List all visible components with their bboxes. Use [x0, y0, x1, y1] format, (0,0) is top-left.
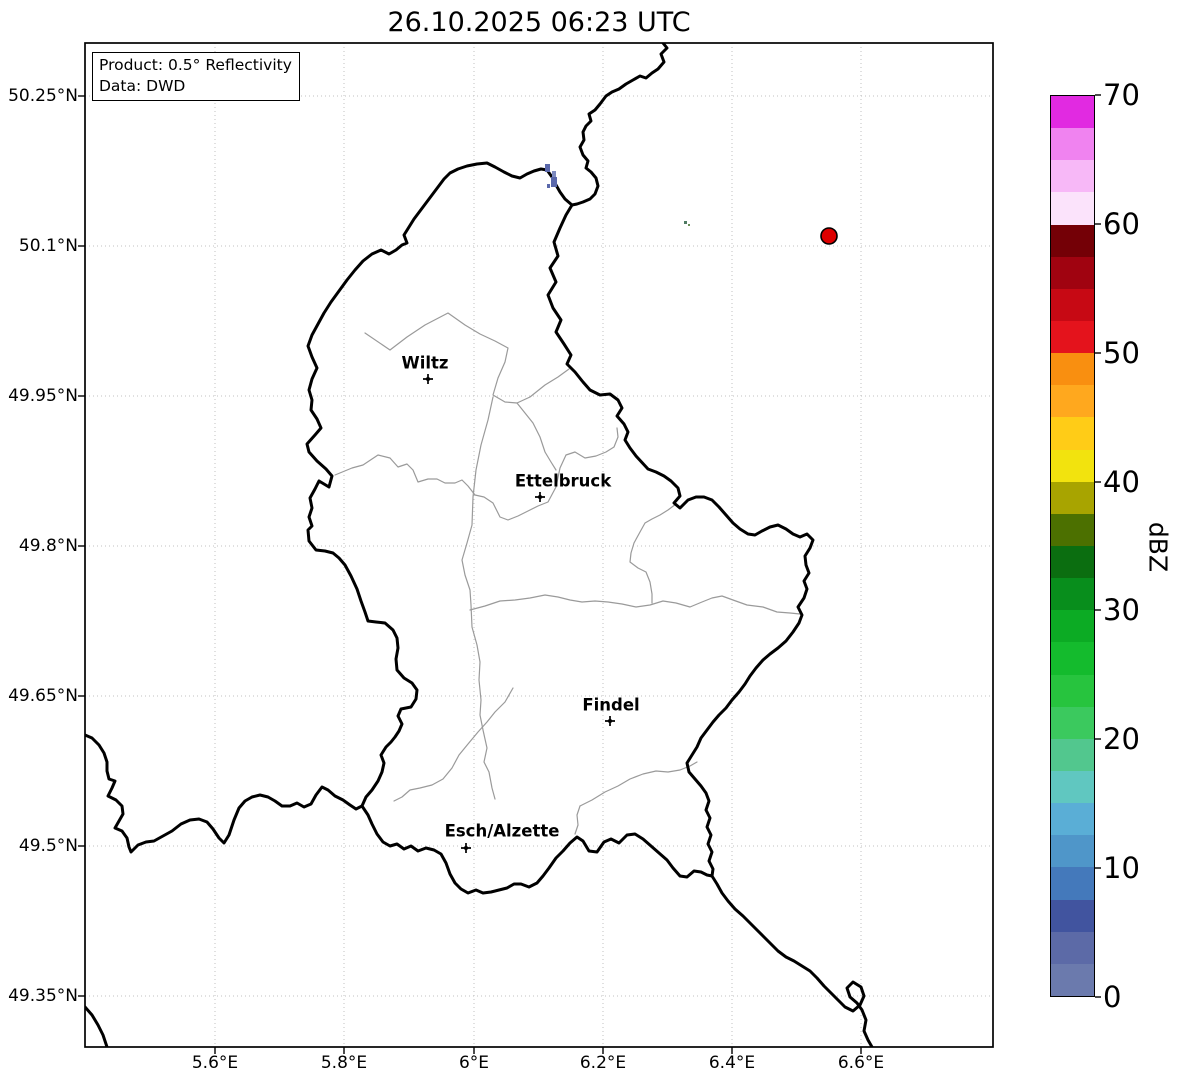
colorbar-tick-label: 0 — [1103, 980, 1122, 1014]
tiny-echo-speck — [684, 221, 690, 226]
page-title: 26.10.2025 06:23 UTC — [387, 7, 691, 38]
colorbar-segment — [1051, 449, 1094, 482]
axis-tick-marks — [78, 95, 862, 1054]
lon-tick-label: 6.4°E — [708, 1053, 756, 1073]
lon-tick-label: 6.6°E — [837, 1053, 885, 1073]
colorbar-segment — [1051, 674, 1094, 707]
colorbar-segment — [1051, 417, 1094, 450]
luxembourg-border — [305, 161, 815, 895]
colorbar-tick-label: 50 — [1103, 336, 1140, 370]
lat-tick-label: 49.65°N — [8, 686, 78, 706]
colorbar-segment — [1051, 320, 1094, 354]
colorbar-segment — [1051, 610, 1094, 643]
red-circle-marker — [820, 227, 838, 245]
lat-tick-label: 50.1°N — [18, 236, 78, 256]
colorbar-segment — [1051, 385, 1094, 418]
colorbar-segment — [1051, 578, 1094, 611]
colorbar-tick-label: 40 — [1103, 465, 1140, 499]
lon-tick-label: 5.8°E — [320, 1053, 368, 1073]
colorbar-tick-label: 70 — [1103, 78, 1140, 112]
colorbar-units-label: dBZ — [1143, 521, 1173, 573]
colorbar-segment — [1051, 706, 1094, 739]
colorbar-segment — [1051, 353, 1094, 386]
reflectivity-colorbar — [1050, 95, 1095, 997]
france-belgium-border — [85, 733, 364, 854]
colorbar-segment — [1051, 803, 1094, 836]
lat-tick-label: 49.5°N — [18, 836, 78, 856]
data-source-line: Data: DWD — [99, 77, 186, 95]
colorbar-segment — [1051, 931, 1094, 964]
product-line: Product: 0.5° Reflectivity — [99, 56, 292, 74]
colorbar-segment — [1051, 513, 1094, 546]
colorbar-segment — [1051, 481, 1094, 514]
country-borders — [85, 43, 874, 1047]
radar-echo-cluster — [545, 164, 557, 188]
lon-tick-label: 6.2°E — [579, 1053, 627, 1073]
colorbar-segment — [1051, 899, 1094, 932]
colorbar-segment — [1051, 288, 1094, 321]
city-markers — [423, 374, 615, 853]
city-marker-esch — [461, 843, 471, 853]
city-label-wiltz: Wiltz — [401, 353, 449, 373]
colorbar-tick-label: 10 — [1103, 851, 1140, 885]
city-marker-findel — [605, 716, 615, 726]
colorbar-segment — [1051, 867, 1094, 900]
product-info-box: Product: 0.5° Reflectivity Data: DWD — [92, 52, 300, 101]
colorbar-tick-label: 60 — [1103, 207, 1140, 241]
district-borders — [334, 312, 801, 835]
colorbar-segment — [1051, 128, 1094, 161]
city-label-esch: Esch/Alzette — [444, 821, 560, 841]
colorbar-segment — [1051, 160, 1094, 193]
colorbar-segment — [1051, 642, 1094, 675]
graticule-gridlines — [85, 43, 993, 1047]
colorbar-tick-label: 30 — [1103, 593, 1140, 627]
colorbar-segment — [1051, 224, 1094, 257]
colorbar-segment — [1051, 545, 1094, 579]
colorbar-segment — [1051, 963, 1094, 996]
city-label-findel: Findel — [582, 695, 640, 715]
lat-tick-label: 50.25°N — [8, 86, 78, 106]
lon-tick-label: 6°E — [458, 1053, 490, 1073]
city-marker-ettelbruck — [535, 492, 545, 502]
plot-frame — [84, 42, 994, 1048]
colorbar-segment — [1051, 738, 1094, 771]
city-marker-wiltz — [423, 374, 433, 384]
colorbar-segment — [1051, 770, 1094, 804]
border-fragment-southwest — [85, 1005, 109, 1047]
city-label-ettelbruck: Ettelbruck — [514, 471, 612, 491]
france-germany-border — [710, 874, 874, 1047]
lat-tick-label: 49.8°N — [18, 536, 78, 556]
colorbar-segment — [1051, 256, 1094, 289]
colorbar-segment — [1051, 192, 1094, 225]
lat-tick-label: 49.95°N — [8, 386, 78, 406]
colorbar-tick-marks — [1095, 94, 1101, 998]
colorbar-segment — [1051, 835, 1094, 868]
lat-tick-label: 49.35°N — [8, 986, 78, 1006]
belgium-germany-border — [570, 43, 669, 207]
colorbar-tick-label: 20 — [1103, 722, 1140, 756]
colorbar-segment — [1051, 96, 1094, 129]
lon-tick-label: 5.6°E — [191, 1053, 239, 1073]
